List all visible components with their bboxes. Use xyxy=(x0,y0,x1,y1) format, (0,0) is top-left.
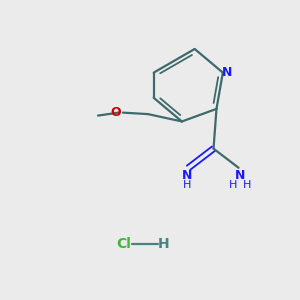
Text: H: H xyxy=(183,180,191,190)
Text: N: N xyxy=(235,169,245,182)
Text: O: O xyxy=(110,106,121,119)
Text: N: N xyxy=(182,169,192,182)
Text: N: N xyxy=(222,65,232,79)
Text: H: H xyxy=(243,180,251,190)
Text: H: H xyxy=(158,237,169,251)
Text: Cl: Cl xyxy=(116,237,131,251)
Text: H: H xyxy=(229,180,237,190)
